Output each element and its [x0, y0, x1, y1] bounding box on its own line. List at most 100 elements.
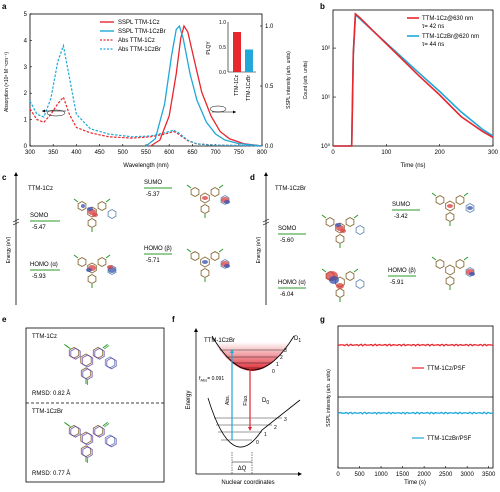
panel-f-y-arrow-icon [194, 328, 198, 332]
g-xtick-label: 1500 [396, 472, 410, 478]
ring [200, 256, 210, 268]
orbital-lobe [336, 283, 344, 289]
cl-bond [65, 422, 71, 428]
g-xtick-label: 500 [355, 472, 366, 478]
panel-g-curves [337, 343, 494, 415]
ring [97, 200, 107, 212]
cl-bond [431, 192, 437, 197]
homo-b-d-value: -5.91 [390, 280, 404, 286]
panel-g-label: g [320, 315, 325, 324]
orbital-lobe [467, 206, 473, 210]
ring [107, 208, 117, 220]
abs-circle-marker [46, 109, 66, 117]
panel-e-frame [25, 327, 165, 483]
plqy-bar-czbr [245, 49, 253, 72]
panel-c-orbital-images [73, 184, 230, 288]
fluo-arrowhead-icon [248, 427, 252, 431]
cl-bond [431, 256, 437, 261]
ring [81, 354, 94, 368]
orbital-lobe [329, 276, 339, 284]
ring [325, 216, 335, 228]
ring [465, 202, 475, 214]
ring [345, 216, 355, 228]
panel-e-top-name: TTM-1Cz [32, 334, 57, 340]
panel-b-xlabel: Time (ns) [400, 163, 425, 169]
panel-f-ylabel: Energy [186, 390, 192, 409]
panel-b-ylabel: Count (arb. units) [303, 60, 309, 99]
ring [87, 217, 97, 229]
a-xtick-label: 800 [257, 150, 268, 156]
abs-arrowhead-icon [230, 349, 234, 353]
axis-break-d2 [262, 221, 270, 226]
g-xtick-label: 1000 [374, 472, 388, 478]
ring [77, 200, 87, 212]
stability-curve-czbr [337, 411, 493, 415]
somo-c-value: -5.47 [32, 225, 46, 231]
orbital-lobe [86, 268, 92, 272]
a-ytick-right-label: 0.5 [265, 84, 274, 90]
pl-curve-cz [150, 24, 263, 147]
legend-abs-czbr: Abs TTM-1CzBr [118, 47, 161, 53]
stability-curve-cz [337, 343, 494, 347]
plqy-bar-cz [233, 32, 241, 72]
panel-d-axis-arrow-icon [264, 172, 268, 176]
d1-curve [211, 335, 295, 371]
fluo-label: Fluo. [243, 394, 249, 405]
orbital-lobe [81, 204, 85, 208]
ring [200, 203, 210, 215]
panel-c-ylabel: Energy (eV) [6, 236, 12, 263]
panel-a-legend: SSPL TTM-1Cz SSPL TTM-1CzBr Abs TTM-1Cz … [100, 20, 166, 53]
cl-bond [463, 192, 469, 197]
panel-c-label: c [2, 173, 7, 182]
g-xtick-label: 2000 [417, 472, 431, 478]
ring [455, 194, 465, 206]
ring [94, 347, 105, 360]
homo-a-c-value: -5.93 [32, 274, 46, 280]
inset-ytick-bottom: 0.0 [219, 70, 226, 76]
panel-f-xlabel: Nuclear coordinates [221, 480, 274, 486]
orbital-lobe [202, 260, 208, 264]
cl-bond [104, 422, 110, 428]
d1-vib-label-2: 2 [280, 355, 283, 361]
panel-f-label: f [172, 315, 175, 324]
axis-break-2 [12, 221, 20, 226]
orbital-sumo-c [186, 184, 230, 218]
g-xtick-label: 2500 [439, 472, 453, 478]
b-xtick-label: 300 [488, 150, 499, 156]
a-ytick-label: 3 [24, 65, 28, 71]
legend-czbr620: TTM-1CzBr@620 nm [422, 34, 479, 40]
panel-a-arrows [42, 105, 236, 117]
a-xtick-label: 600 [164, 150, 175, 156]
a-ytick-label: 4 [24, 38, 28, 44]
dq-label: ΔQ [238, 466, 247, 472]
panel-d-title: TTM-1CzBr [275, 186, 306, 192]
legend-abs-cz: Abs TTM-1Cz [118, 38, 155, 44]
panel-a-curves [29, 24, 263, 147]
ring [345, 270, 355, 282]
orbital-lobe [469, 272, 475, 276]
a-ytick-right-label: 0.0 [265, 144, 274, 150]
b-xtick-label: 100 [381, 150, 392, 156]
orbital-sumo-d [431, 192, 475, 226]
panel-g-ylabel: SSPL intensity (arb. units) [326, 369, 332, 427]
sumo-c-value: -5.37 [146, 192, 160, 198]
a-ytick-right-label: 1.0 [265, 24, 274, 30]
a-xtick-label: 750 [234, 150, 245, 156]
panel-e: e TTM-1Cz RMSD: 0.82 Å TTM-1CzBr RMSD: 0… [2, 315, 165, 483]
a-ytick-label: 2 [24, 91, 28, 97]
d0-vib-label-1: 1 [264, 432, 267, 438]
legend-cz630: TTM-1Cz@630 nm [422, 16, 473, 22]
ring [355, 224, 365, 236]
cl-bond [105, 254, 111, 259]
ring [70, 425, 81, 438]
panel-d-ylabel: Energy (eV) [256, 236, 262, 263]
pl-circle-marker [209, 105, 227, 113]
cl-bond [102, 421, 108, 427]
ring [190, 186, 200, 198]
panel-g-xlabel: Time (s) [404, 480, 426, 486]
b-xtick-label: 0 [331, 150, 335, 156]
panel-d-orbital-images [321, 192, 475, 302]
ring [77, 256, 87, 268]
panel-b-frame [332, 9, 494, 147]
legend-cz630-tau: τ= 42 ns [422, 24, 444, 30]
